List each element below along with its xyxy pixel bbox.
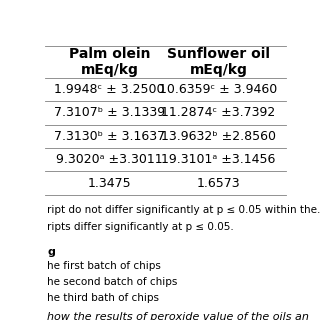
Text: how the results of peroxide value of the oils an: how the results of peroxide value of the…: [47, 312, 309, 320]
Text: he first batch of chips: he first batch of chips: [47, 261, 161, 271]
Text: 9.3020ᵃ ±3.3011: 9.3020ᵃ ±3.3011: [56, 153, 163, 166]
Text: Palm olein
mEq/kg: Palm olein mEq/kg: [69, 47, 150, 77]
Text: Sunflower oil
mEq/kg: Sunflower oil mEq/kg: [167, 47, 270, 77]
Text: 1.9948ᶜ ± 3.2500: 1.9948ᶜ ± 3.2500: [54, 83, 165, 96]
Text: 7.3130ᵇ ± 3.1637: 7.3130ᵇ ± 3.1637: [54, 130, 165, 143]
Text: 10.6359ᶜ ± 3.9460: 10.6359ᶜ ± 3.9460: [159, 83, 278, 96]
Text: 11.2874ᶜ ±3.7392: 11.2874ᶜ ±3.7392: [161, 107, 276, 119]
Text: g: g: [47, 247, 55, 257]
Text: 7.3107ᵇ ± 3.1339: 7.3107ᵇ ± 3.1339: [54, 107, 165, 119]
Text: 13.9632ᵇ ±2.8560: 13.9632ᵇ ±2.8560: [161, 130, 276, 143]
Text: 1.6573: 1.6573: [197, 177, 240, 190]
Text: 19.3101ᵃ ±3.1456: 19.3101ᵃ ±3.1456: [161, 153, 276, 166]
Text: 1.3475: 1.3475: [88, 177, 131, 190]
Text: he third bath of chips: he third bath of chips: [47, 293, 159, 303]
Text: he second batch of chips: he second batch of chips: [47, 277, 178, 287]
Text: ript do not differ significantly at p ≤ 0.05 within the.: ript do not differ significantly at p ≤ …: [47, 205, 320, 215]
Text: ripts differ significantly at p ≤ 0.05.: ripts differ significantly at p ≤ 0.05.: [47, 222, 234, 232]
